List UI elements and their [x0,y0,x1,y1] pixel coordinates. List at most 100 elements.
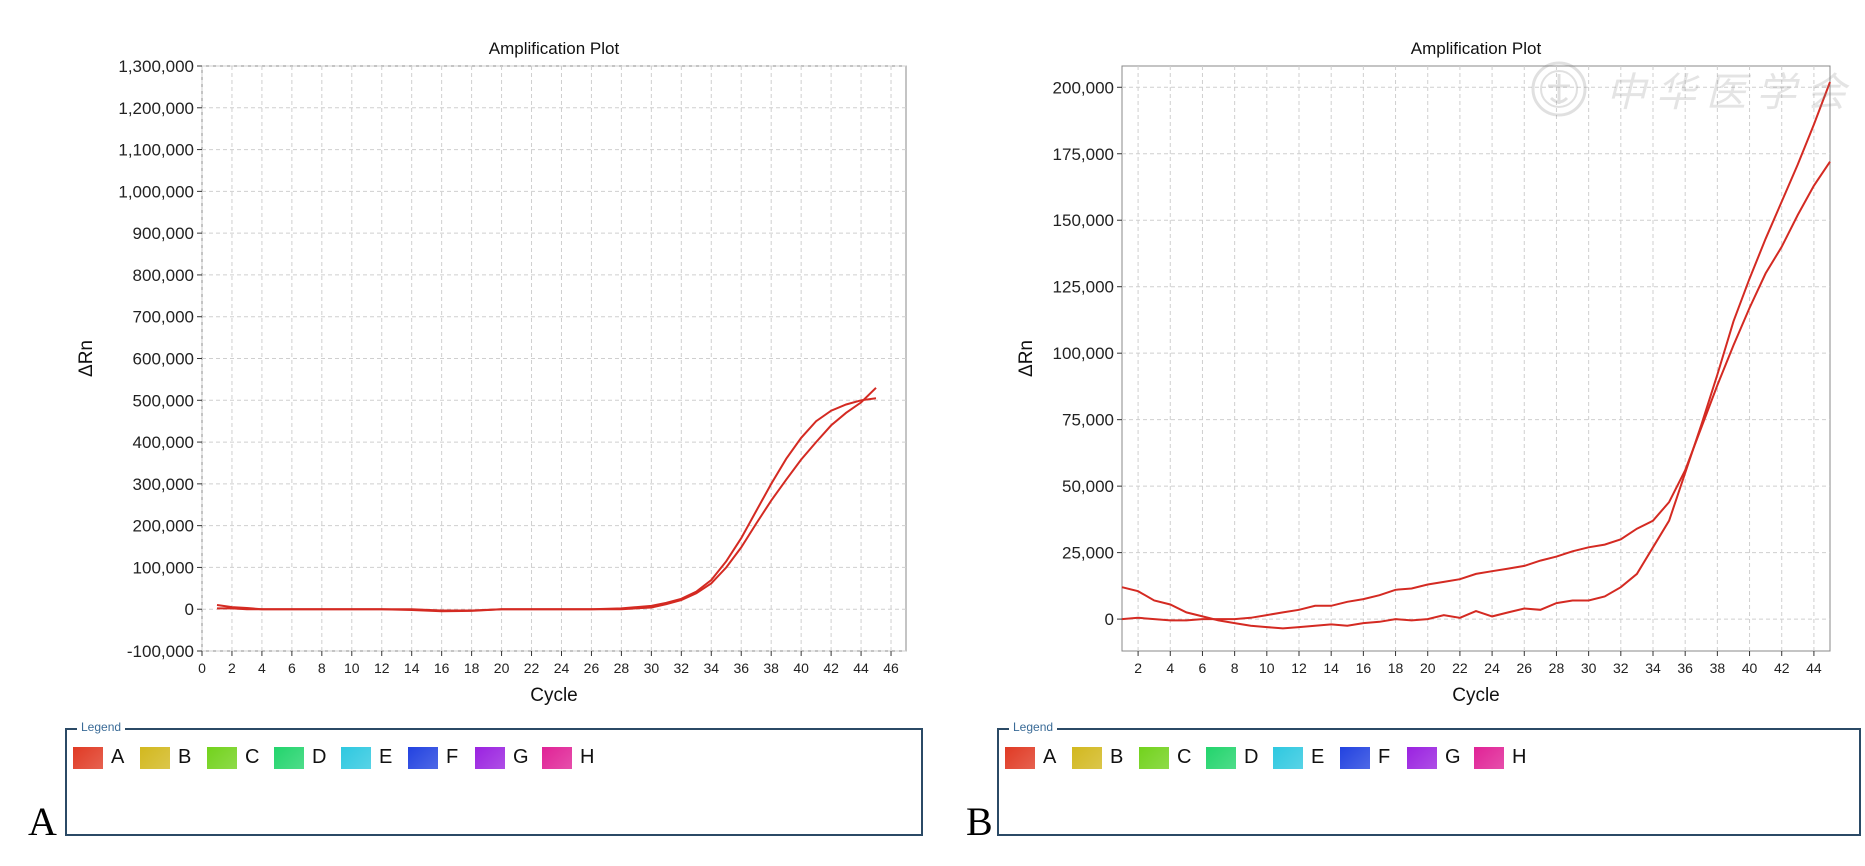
legend-item-b: B [1072,746,1123,769]
plot-area [1121,65,1831,652]
legend-label: C [1177,746,1192,768]
legend-swatch [542,746,572,769]
y-tick-label: 500,000 [133,391,194,410]
legend-item-a: A [1005,746,1056,769]
x-tick-label: 44 [853,660,869,676]
legend-item-a: A [73,746,124,769]
legend-swatch [1206,746,1236,769]
legend-item-e: E [1273,746,1324,769]
legend-item-c: C [207,746,259,769]
y-tick-label: 75,000 [1062,411,1114,430]
y-tick-label: 600,000 [133,350,194,369]
legend-item-d: D [1206,746,1258,769]
x-tick-label: 26 [1516,660,1532,676]
x-tick-label: 12 [374,660,390,676]
x-tick-label: 10 [344,660,360,676]
y-tick-label: 50,000 [1062,477,1114,496]
legend-swatch [1407,746,1437,769]
legend-label: H [1512,746,1527,768]
legend-swatch [475,746,505,769]
legend-item-f: F [408,746,458,769]
x-tick-label: 4 [1166,660,1174,676]
y-tick-label: 0 [185,600,194,619]
x-tick-label: 42 [823,660,839,676]
legend-title: Legend [77,720,126,734]
x-tick-label: 20 [494,660,510,676]
legend-label: A [1043,746,1057,768]
legend-item-g: G [475,746,529,769]
y-tick-label: 175,000 [1053,145,1114,164]
x-tick-label: 18 [1388,660,1404,676]
x-tick-label: 22 [524,660,540,676]
y-tick-label: 200,000 [133,517,194,536]
watermark: 中华医学会 [1530,60,1856,118]
legend-label: D [312,746,327,768]
legend-label: A [111,746,125,768]
legend-swatch [341,746,371,769]
x-tick-label: 38 [1710,660,1726,676]
legend-label: B [1110,746,1124,768]
series-line-2 [1121,161,1831,622]
legend-label: E [379,746,393,768]
y-tick-label: -100,000 [127,642,194,661]
x-tick-label: 44 [1806,660,1822,676]
x-axis-label: Cycle [530,685,578,706]
x-tick-label: 8 [318,660,326,676]
legend-swatch [73,746,103,769]
x-tick-label: 30 [644,660,660,676]
legend-item-h: H [1474,746,1526,769]
x-tick-label: 34 [1645,660,1661,676]
y-tick-label: 900,000 [133,224,194,243]
series-line-1 [1121,81,1831,630]
x-tick-label: 14 [1323,660,1339,676]
legend-swatch [274,746,304,769]
legend-item-b: B [140,746,191,769]
x-tick-label: 24 [1484,660,1500,676]
x-tick-label: 36 [1677,660,1693,676]
x-tick-label: 32 [674,660,690,676]
y-tick-label: 125,000 [1053,278,1114,297]
y-tick-label: 1,300,000 [118,57,194,76]
chart-title: Amplification Plot [1411,39,1542,58]
y-tick-label: 400,000 [133,433,194,452]
y-tick-label: 100,000 [133,558,194,577]
legend-swatch [1474,746,1504,769]
y-tick-label: 300,000 [133,475,194,494]
x-tick-label: 8 [1231,660,1239,676]
y-tick-label: 200,000 [1053,78,1114,97]
watermark-text: 中华医学会 [1606,70,1856,116]
watermark-seal-icon [1531,61,1587,117]
y-axis-label: ΔRn [76,340,97,377]
legend-swatch [408,746,438,769]
x-tick-label: 6 [1199,660,1207,676]
legend-item-c: C [1139,746,1191,769]
legend-box-a: Legend A B C D E F G H [65,720,923,836]
legend-item-g: G [1407,746,1461,769]
panel-label-b: B [966,799,993,844]
legend-swatch [1273,746,1303,769]
legend-swatch [140,746,170,769]
legend-label: F [1378,746,1391,768]
legend-swatch [1072,746,1102,769]
x-tick-label: 42 [1774,660,1790,676]
legend-label: H [580,746,595,768]
y-tick-label: 25,000 [1062,544,1114,563]
x-tick-label: 30 [1581,660,1597,676]
y-tick-label: 100,000 [1053,344,1114,363]
panel-a: 0 2 4 6 8 10 12 14 16 18 20 22 24 26 28 30 32 34 36 38 40 42 4… [0,0,932,866]
x-tick-label: 28 [614,660,630,676]
x-tick-label: 2 [228,660,236,676]
y-tick-label: 0 [1105,610,1114,629]
x-tick-label: 10 [1259,660,1275,676]
x-tick-label: 14 [404,660,420,676]
x-tick-label: 6 [288,660,296,676]
legend-swatch [1139,746,1169,769]
x-tick-label: 40 [1742,660,1758,676]
legend-label: G [513,746,529,768]
legend-swatch [1340,746,1370,769]
y-tick-label: 700,000 [133,308,194,327]
y-tick-label: 1,000,000 [118,182,194,201]
x-tick-label: 4 [258,660,266,676]
x-tick-label: 28 [1549,660,1565,676]
legend-item-e: E [341,746,392,769]
